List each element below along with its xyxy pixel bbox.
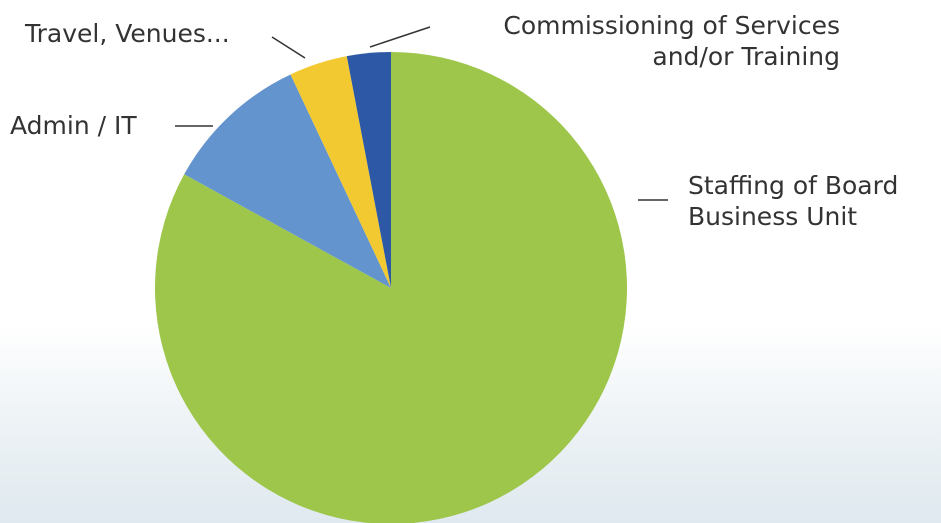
pie-slice bbox=[346, 52, 391, 288]
pie-slice bbox=[290, 56, 391, 289]
slice-label: Staffing of Board Business Unit bbox=[688, 171, 899, 231]
pie bbox=[155, 52, 627, 523]
slice-label: Commissioning of Services and/or Trainin… bbox=[503, 11, 840, 71]
slice-label: Admin / IT bbox=[10, 111, 137, 140]
pie-slice bbox=[155, 52, 627, 523]
leader-line bbox=[369, 26, 431, 48]
leader-line bbox=[271, 36, 306, 59]
slice-label: Travel, Venues... bbox=[25, 19, 230, 48]
pie-slice bbox=[184, 74, 391, 288]
